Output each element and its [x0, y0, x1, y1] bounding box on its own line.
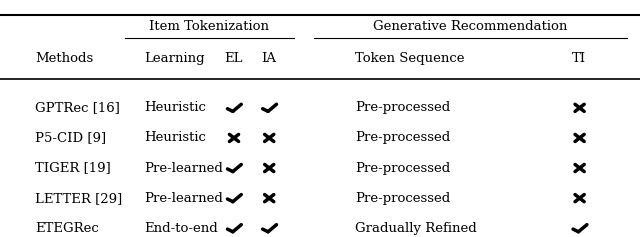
Text: TIGER [19]: TIGER [19] — [35, 162, 111, 174]
Text: Methods: Methods — [35, 52, 93, 64]
Text: Heuristic: Heuristic — [144, 101, 206, 114]
Text: GPTRec [16]: GPTRec [16] — [35, 101, 120, 114]
Text: Gradually Refined: Gradually Refined — [355, 222, 477, 235]
Text: Pre-learned: Pre-learned — [144, 192, 223, 205]
Text: End-to-end: End-to-end — [144, 222, 218, 235]
Text: Generative Recommendation: Generative Recommendation — [373, 20, 568, 33]
Text: EL: EL — [225, 52, 243, 64]
Text: P5-CID [9]: P5-CID [9] — [35, 132, 106, 144]
Text: Pre-processed: Pre-processed — [355, 192, 451, 205]
Text: Token Sequence: Token Sequence — [355, 52, 465, 64]
Text: Pre-processed: Pre-processed — [355, 132, 451, 144]
Text: Heuristic: Heuristic — [144, 132, 206, 144]
Text: IA: IA — [261, 52, 276, 64]
Text: ETEGRec: ETEGRec — [35, 222, 99, 235]
Text: Pre-learned: Pre-learned — [144, 162, 223, 174]
Text: Pre-processed: Pre-processed — [355, 101, 451, 114]
Text: Item Tokenization: Item Tokenization — [149, 20, 269, 33]
Text: TI: TI — [572, 52, 586, 64]
Text: LETTER [29]: LETTER [29] — [35, 192, 122, 205]
Text: Learning: Learning — [144, 52, 205, 64]
Text: Pre-processed: Pre-processed — [355, 162, 451, 174]
